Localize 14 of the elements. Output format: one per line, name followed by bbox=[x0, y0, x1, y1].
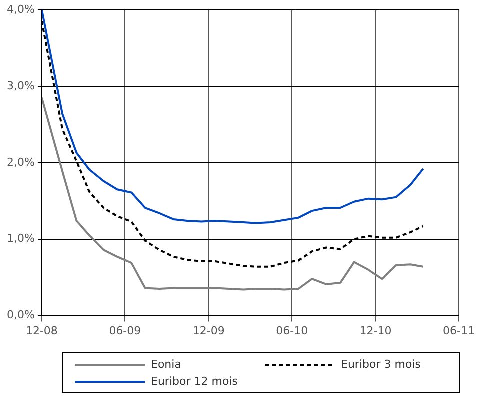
legend-label: Eonia bbox=[151, 358, 182, 371]
x-tick-label: 06-11 bbox=[443, 324, 475, 338]
x-tick-label: 06-10 bbox=[276, 324, 308, 338]
y-tick-label: 2,0% bbox=[6, 156, 35, 169]
x-tick-label: 12-08 bbox=[26, 324, 58, 338]
legend-label: Euribor 12 mois bbox=[151, 375, 238, 388]
y-tick-label: 1,0% bbox=[6, 232, 35, 246]
y-tick-label: 4,0% bbox=[6, 2, 35, 16]
x-tick-label: 12-10 bbox=[360, 324, 392, 338]
y-tick-label: 3,0% bbox=[6, 79, 35, 92]
x-tick-label: 12-09 bbox=[192, 324, 225, 338]
legend-label: Euribor 3 mois bbox=[341, 358, 421, 371]
x-tick-label: 06-09 bbox=[109, 324, 142, 338]
y-tick-label: 0,0% bbox=[6, 308, 35, 322]
